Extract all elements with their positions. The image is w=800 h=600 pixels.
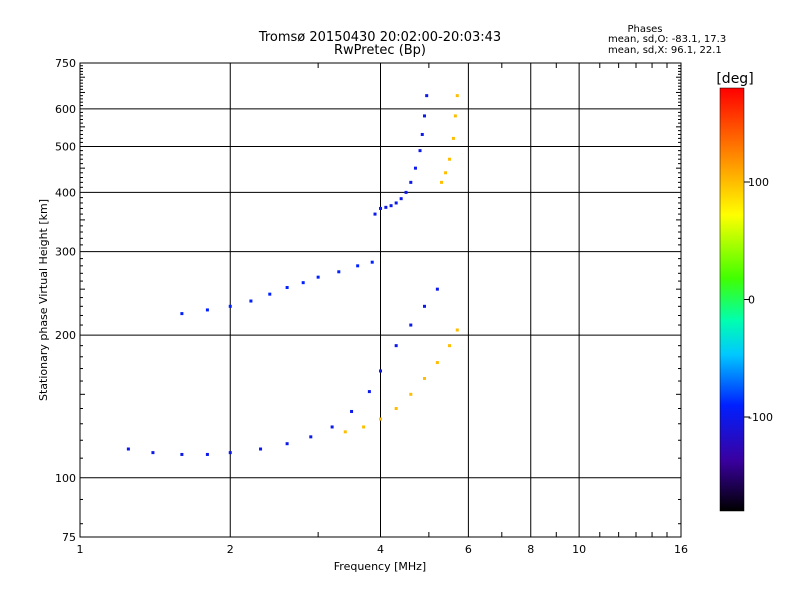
data-point bbox=[343, 430, 347, 434]
data-point bbox=[316, 275, 320, 279]
data-point bbox=[399, 197, 403, 201]
data-point bbox=[455, 94, 459, 98]
data-point bbox=[259, 447, 263, 451]
data-point bbox=[409, 323, 413, 327]
data-point bbox=[379, 369, 382, 373]
data-point bbox=[422, 114, 426, 118]
data-point bbox=[453, 114, 457, 118]
data-point bbox=[350, 409, 354, 413]
data-point bbox=[435, 361, 439, 365]
data-point bbox=[389, 204, 393, 208]
data-point bbox=[420, 132, 424, 136]
data-point bbox=[440, 180, 444, 184]
y-tick-label: 600 bbox=[55, 103, 76, 116]
data-point bbox=[425, 94, 429, 98]
grid-lines bbox=[80, 63, 681, 537]
data-point bbox=[268, 292, 272, 296]
y-tick-label: 75 bbox=[62, 531, 76, 544]
plot-area: 1 2 4 6 8 10 16 75 100 200 300 400 500 600 750 bbox=[55, 57, 688, 556]
data-point bbox=[455, 328, 459, 332]
data-point bbox=[451, 136, 455, 140]
y-tick-label: 500 bbox=[55, 140, 76, 153]
data-point bbox=[404, 190, 408, 194]
y-tick-label: 400 bbox=[55, 186, 76, 199]
data-point bbox=[205, 308, 209, 312]
chart-subtitle: RwPretec (Bp) bbox=[334, 43, 426, 58]
x-tick-label: 4 bbox=[377, 543, 384, 556]
data-point bbox=[337, 270, 341, 274]
x-tick-label: 2 bbox=[227, 543, 234, 556]
x-tick-label: 1 bbox=[77, 543, 84, 556]
data-point bbox=[394, 407, 398, 411]
data-point bbox=[362, 425, 366, 429]
data-point bbox=[180, 452, 184, 456]
data-point bbox=[394, 201, 398, 205]
y-tick-label: 750 bbox=[55, 57, 76, 70]
x-tick-label: 10 bbox=[572, 543, 586, 556]
phase-box-o-mode: mean, sd,O: -83.1, 17.3 bbox=[608, 34, 726, 45]
data-point bbox=[126, 447, 130, 451]
phase-box-title: Phases bbox=[627, 24, 662, 35]
data-point bbox=[180, 312, 184, 316]
x-tick-label: 16 bbox=[674, 543, 688, 556]
data-point bbox=[448, 157, 452, 161]
colorbar-ticks: 100 0 -100 bbox=[744, 176, 773, 424]
colorbar-label: [deg] bbox=[716, 71, 753, 87]
data-point bbox=[379, 206, 382, 210]
data-point bbox=[151, 451, 155, 455]
data-points bbox=[126, 94, 459, 456]
x-axis-ticks: 1 2 4 6 8 10 16 bbox=[77, 63, 688, 556]
data-point bbox=[394, 344, 398, 348]
phase-box-x-mode: mean, sd,X: 96.1, 22.1 bbox=[608, 45, 722, 56]
data-point bbox=[384, 205, 388, 209]
y-axis-label: Stationary phase Virtual Height [km] bbox=[37, 199, 50, 401]
y-tick-label: 200 bbox=[55, 329, 76, 342]
colorbar bbox=[719, 87, 745, 512]
chart-title: Tromsø 20150430 20:02:00-20:03:43 bbox=[258, 30, 501, 45]
data-point bbox=[228, 451, 232, 455]
data-point bbox=[228, 304, 232, 308]
data-point bbox=[413, 166, 417, 170]
data-point bbox=[309, 435, 313, 439]
y-tick-label: 300 bbox=[55, 246, 76, 259]
data-point bbox=[301, 281, 305, 285]
data-point bbox=[448, 344, 452, 348]
data-point bbox=[422, 304, 426, 308]
data-point bbox=[379, 417, 382, 421]
data-point bbox=[356, 264, 360, 268]
data-point bbox=[330, 425, 334, 429]
colorbar-tick-label: 100 bbox=[748, 176, 769, 189]
data-point bbox=[370, 260, 374, 264]
data-point bbox=[205, 452, 209, 456]
data-point bbox=[373, 212, 377, 216]
y-tick-label: 100 bbox=[55, 472, 76, 485]
data-point bbox=[285, 442, 289, 446]
data-point bbox=[409, 180, 413, 184]
x-tick-label: 8 bbox=[527, 543, 534, 556]
data-point bbox=[444, 171, 448, 175]
data-point bbox=[409, 392, 413, 396]
y-axis-ticks: 75 100 200 300 400 500 600 750 bbox=[55, 57, 681, 544]
colorbar-tick-label: 0 bbox=[748, 294, 755, 307]
data-point bbox=[285, 286, 289, 290]
data-point bbox=[249, 299, 253, 303]
data-point bbox=[422, 376, 426, 380]
x-tick-label: 6 bbox=[465, 543, 472, 556]
data-point bbox=[418, 149, 422, 153]
data-point bbox=[367, 390, 371, 394]
x-axis-label: Frequency [MHz] bbox=[334, 560, 426, 573]
data-point bbox=[435, 287, 439, 291]
colorbar-tick-label: -100 bbox=[748, 411, 773, 424]
